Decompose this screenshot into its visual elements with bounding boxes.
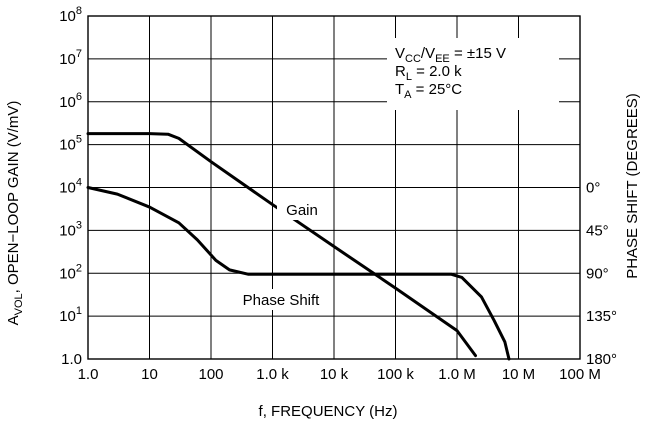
x-tick-label: 100 k (377, 366, 414, 383)
y-tick-base: 1.0 (61, 351, 82, 368)
x-tick-label: 10 M (502, 366, 535, 383)
y-tick-base: 10 (59, 180, 76, 197)
y-right-tick-label: 90° (586, 265, 609, 282)
y-right-tick-label: 0° (586, 180, 600, 197)
condition-subscript: CC (405, 53, 421, 65)
y-left-title-sub: VOL (13, 293, 25, 315)
condition-line: RL = 2.0 k (395, 63, 462, 83)
y-tick-exponent: 5 (76, 134, 82, 146)
y-right-tick-label: 180° (586, 351, 617, 368)
y-left-axis-title: AVOL, OPEN−LOOP GAIN (V/mV) (5, 101, 25, 326)
y-left-tick-label: 106 (59, 91, 82, 111)
y-right-axis-title: PHASE SHIFT (DEGREES) (624, 93, 641, 279)
x-tick-labels: 1.0 10 100 1.0 k 10 k 100 k 1.0 M 10 M 100 M (78, 366, 601, 383)
y-tick-base: 10 (59, 51, 76, 68)
x-tick-label: 1.0 k (256, 366, 289, 383)
series-line-gain (86, 132, 478, 358)
y-tick-base: 10 (59, 222, 76, 239)
x-tick-label: 100 (198, 366, 223, 383)
y-tick-exponent: 6 (76, 91, 82, 103)
phase-label-background (233, 289, 329, 310)
condition-line: TA = 25°C (395, 81, 462, 101)
y-left-title-rest: , OPEN−LOOP GAIN (V/mV) (5, 101, 22, 294)
y-right-tick-label: 135° (586, 308, 617, 325)
gain-label-background (277, 199, 327, 220)
x-tick-label: 100 M (559, 366, 601, 383)
x-tick-label: 10 k (320, 366, 349, 383)
condition-subscript: A (404, 89, 412, 101)
condition-text: = 25°C (412, 81, 463, 98)
y-tick-base: 10 (59, 308, 76, 325)
y-left-tick-label: 108 (59, 5, 82, 25)
y-tick-base: 10 (59, 265, 76, 282)
y-left-tick-label: 1.0 (61, 351, 82, 368)
condition-text: V (395, 45, 405, 62)
condition-text: = 2.0 k (412, 63, 462, 80)
y-left-tick-label: 103 (59, 219, 82, 239)
x-tick-label: 1.0 M (438, 366, 476, 383)
condition-text: /V (421, 45, 435, 62)
x-axis-title: f, FREQUENCY (Hz) (259, 403, 398, 420)
y-tick-exponent: 4 (76, 177, 82, 189)
y-tick-exponent: 8 (76, 5, 82, 17)
condition-subscript: EE (435, 53, 450, 65)
y-tick-base: 10 (59, 8, 76, 25)
phase-shift-series-label: Phase Shift (243, 292, 321, 309)
series-line-phase-shift (86, 186, 511, 361)
y-tick-exponent: 2 (76, 262, 82, 274)
gain-series-label: Gain (286, 202, 318, 219)
condition-text: T (395, 81, 404, 98)
y-tick-base: 10 (59, 94, 76, 111)
y-tick-exponent: 7 (76, 48, 82, 60)
y-left-tick-label: 104 (59, 177, 82, 197)
y-tick-exponent: 3 (76, 219, 82, 231)
condition-text: R (395, 63, 406, 80)
y-left-title-main: A (5, 315, 22, 325)
series-layer (86, 132, 511, 361)
condition-subscript: L (406, 71, 412, 83)
y-right-tick-label: 45° (586, 222, 609, 239)
y-left-tick-label: 105 (59, 134, 82, 154)
y-left-tick-label: 107 (59, 48, 82, 68)
y-left-tick-label: 101 (59, 305, 82, 325)
y-tick-base: 10 (59, 137, 76, 154)
y-tick-exponent: 1 (76, 305, 82, 317)
x-tick-label: 1.0 (78, 366, 99, 383)
y-left-tick-label: 102 (59, 262, 82, 282)
conditions-background (387, 38, 559, 110)
y-right-tick-labels: 0° 45° 90° 135° 180° (586, 180, 617, 369)
x-tick-label: 10 (141, 366, 158, 383)
condition-line: VCC/VEE = ±15 V (395, 45, 506, 65)
condition-text: = ±15 V (450, 45, 506, 62)
